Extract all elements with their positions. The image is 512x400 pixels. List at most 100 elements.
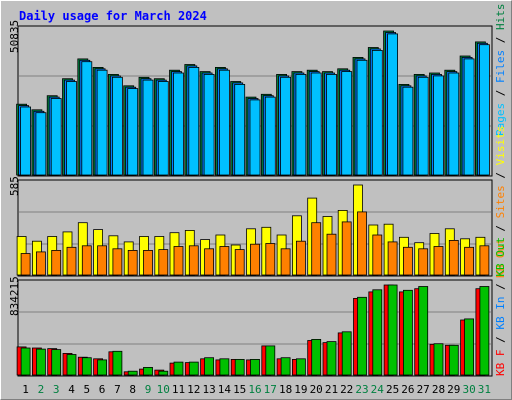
bar-pages-day-9: [142, 79, 154, 176]
day-label-9: 9: [145, 383, 152, 396]
bar-sites-day-28: [433, 246, 444, 276]
bar-pages-day-16: [249, 99, 261, 176]
bar-kb-in-day-13: [204, 357, 215, 376]
bar-kb-in-day-20: [311, 338, 322, 376]
bar-sites-day-1: [20, 253, 31, 276]
bar-kb-in-day-3: [51, 349, 62, 376]
day-label-27: 27: [417, 383, 430, 396]
bar-pages-day-3: [50, 98, 62, 176]
bar-sites-day-18: [280, 248, 291, 276]
day-label-6: 6: [99, 383, 106, 396]
day-label-22: 22: [340, 383, 353, 396]
bar-pages-day-7: [112, 76, 123, 176]
day-label-15: 15: [233, 383, 246, 396]
day-label-2: 2: [38, 383, 45, 396]
bar-kb-in-day-18: [280, 357, 291, 376]
bar-pages-day-13: [203, 74, 215, 176]
bottom-legend-text: KB F / KB In / KB Out: [494, 237, 507, 376]
bar-sites-day-8: [127, 249, 138, 276]
day-label-17: 17: [264, 383, 277, 396]
bar-sites-day-21: [326, 233, 337, 276]
day-label-30: 30: [462, 383, 475, 396]
day-label-24: 24: [371, 383, 385, 396]
bar-pages-day-25: [387, 33, 399, 176]
day-labels: 1 2 3 4 5 6 7 8 9 10 11 12 13 14 15 16 17 18 19 20 21 22 23 24 2…: [22, 383, 491, 396]
bar-sites-day-23: [357, 211, 367, 276]
bar-kb-in-day-5: [81, 357, 92, 376]
bar-pages-day-11: [173, 72, 184, 176]
bar-kb-in-day-15: [234, 358, 245, 376]
bar-kb-in-day-11: [173, 361, 184, 376]
bar-kb-in-day-21: [326, 341, 337, 376]
bar-sites-day-31: [479, 245, 490, 276]
bar-kb-in-day-16: [250, 358, 260, 376]
bar-pages-day-2: [35, 112, 47, 176]
bar-sites-day-7: [112, 248, 123, 276]
day-label-23: 23: [355, 383, 368, 396]
bars: [16, 30, 490, 376]
bar-pages-day-23: [356, 59, 368, 176]
bar-pages-day-22: [341, 71, 353, 176]
bar-pages-day-31: [478, 44, 490, 176]
bar-sites-day-22: [341, 221, 352, 276]
bar-sites-day-26: [402, 246, 413, 276]
middle-legend-separator-2: /: [494, 165, 507, 185]
bar-kb-in-day-25: [387, 284, 398, 376]
day-label-5: 5: [83, 383, 90, 396]
day-label-13: 13: [202, 383, 215, 396]
bar-pages-day-18: [280, 76, 292, 176]
top-legend-hits: Hits: [494, 4, 507, 31]
bar-sites-day-9: [143, 249, 153, 276]
bar-pages-day-29: [448, 72, 460, 176]
day-label-18: 18: [279, 383, 292, 396]
bar-pages-day-24: [371, 50, 383, 176]
bar-sites-day-19: [295, 240, 306, 276]
day-label-20: 20: [310, 383, 323, 396]
bar-kb-in-day-8: [127, 370, 138, 376]
bar-sites-day-13: [204, 248, 215, 276]
bar-sites-day-14: [219, 246, 230, 276]
bar-kb-in-day-12: [188, 361, 199, 376]
bar-kb-in-day-28: [433, 343, 444, 376]
bar-sites-day-29: [448, 239, 459, 276]
day-label-8: 8: [129, 383, 136, 396]
middle-legend-sites: Sites: [494, 185, 507, 218]
bar-sites-day-5: [81, 245, 92, 276]
bar-sites-day-30: [464, 246, 475, 276]
bar-pages-day-4: [66, 81, 77, 176]
day-label-11: 11: [172, 383, 185, 396]
bar-kb-in-day-26: [402, 289, 413, 376]
bottom-legend-kb-in: KB In: [494, 297, 507, 330]
day-label-3: 3: [53, 383, 60, 396]
bottom-legend-separator-2: /: [494, 277, 507, 297]
top-peak-label: 50835: [8, 20, 21, 53]
bar-pages-day-14: [218, 69, 230, 176]
bottom-legend: KB F / KB In / KB Out: [494, 237, 507, 376]
bar-kb-in-day-1: [20, 347, 31, 376]
bottom-legend-kb-out: KB Out: [494, 237, 507, 277]
bar-sites-day-12: [188, 245, 199, 276]
bar-sites-day-11: [173, 246, 184, 276]
bar-kb-in-day-22: [341, 331, 352, 376]
bar-pages-day-12: [188, 67, 200, 176]
bottom-peak-label: 834215: [8, 276, 21, 316]
top-legend-pages: Pages: [494, 103, 507, 136]
top-legend-text: Pages / Files / Hits: [494, 4, 507, 137]
bar-sites-day-4: [66, 246, 77, 276]
bar-pages-day-15: [234, 84, 246, 176]
bar-pages-day-30: [463, 58, 475, 176]
bar-kb-in-day-10: [158, 370, 169, 376]
bar-sites-day-20: [311, 222, 322, 276]
day-label-7: 7: [114, 383, 121, 396]
bar-sites-day-16: [250, 243, 260, 276]
day-label-26: 26: [401, 383, 414, 396]
bar-pages-day-6: [96, 69, 108, 176]
bar-sites-day-17: [265, 243, 276, 276]
bar-pages-day-8: [127, 88, 139, 176]
chart-title: Daily usage for March 2024: [19, 9, 207, 23]
bar-kb-in-day-6: [97, 359, 107, 376]
bar-pages-day-10: [157, 81, 169, 176]
day-label-16: 16: [248, 383, 261, 396]
bar-kb-in-day-24: [372, 289, 383, 376]
